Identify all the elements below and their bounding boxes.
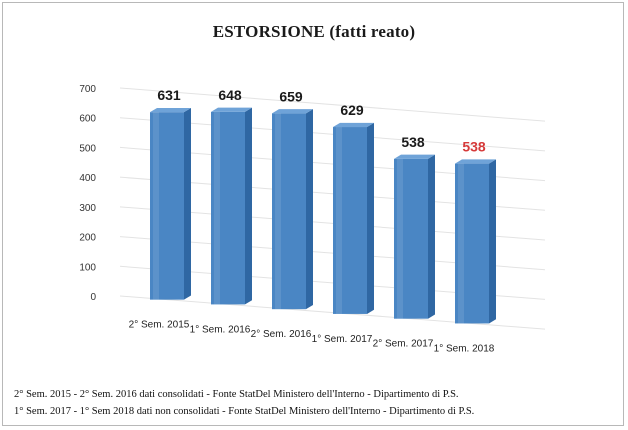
bar	[272, 109, 313, 310]
x-tick-label: 2° Sem. 2015	[129, 320, 190, 331]
gridline	[119, 295, 546, 330]
bars	[150, 107, 496, 324]
data-label: 538	[462, 139, 486, 155]
y-tick-label: 400	[79, 173, 96, 184]
data-label: 629	[340, 102, 364, 118]
data-label: 659	[279, 88, 303, 104]
y-tick-label: 300	[79, 203, 96, 214]
bar	[394, 154, 435, 319]
footnote-not-consolidated: 1° Sem. 2017 - 1° Sem 2018 dati non cons…	[14, 406, 475, 417]
y-tick-label: 500	[79, 143, 96, 154]
footnote-consolidated: 2° Sem. 2015 - 2° Sem. 2016 dati consoli…	[14, 389, 459, 400]
y-tick-label: 100	[79, 262, 96, 273]
data-labels: 631 648 659 629 538 538	[157, 87, 486, 155]
data-label: 648	[218, 87, 242, 103]
x-tick-label: 1° Sem. 2017	[312, 334, 373, 345]
bar	[211, 107, 252, 305]
x-tick-label: 2° Sem. 2017	[373, 339, 434, 350]
y-tick-label: 0	[90, 292, 96, 303]
x-tick-label: 1° Sem. 2018	[434, 343, 495, 354]
bar	[455, 159, 496, 324]
x-tick-label: 1° Sem. 2016	[190, 324, 251, 335]
chart-title: ESTORSIONE (fatti reato)	[212, 22, 416, 41]
data-label: 538	[401, 134, 425, 150]
bar	[333, 122, 374, 314]
gridline	[119, 87, 546, 122]
y-tick-label: 700	[79, 84, 96, 95]
x-axis-ticks: 2° Sem. 2015 1° Sem. 2016 2° Sem. 2016 1° S…	[129, 320, 495, 355]
bar	[150, 107, 191, 300]
y-tick-label: 600	[79, 114, 96, 125]
y-axis-ticks: 0 100 200 300 400 500 600 700	[79, 84, 96, 303]
y-tick-label: 200	[79, 233, 96, 244]
x-tick-label: 2° Sem. 2016	[251, 329, 312, 340]
data-label: 631	[157, 87, 181, 103]
